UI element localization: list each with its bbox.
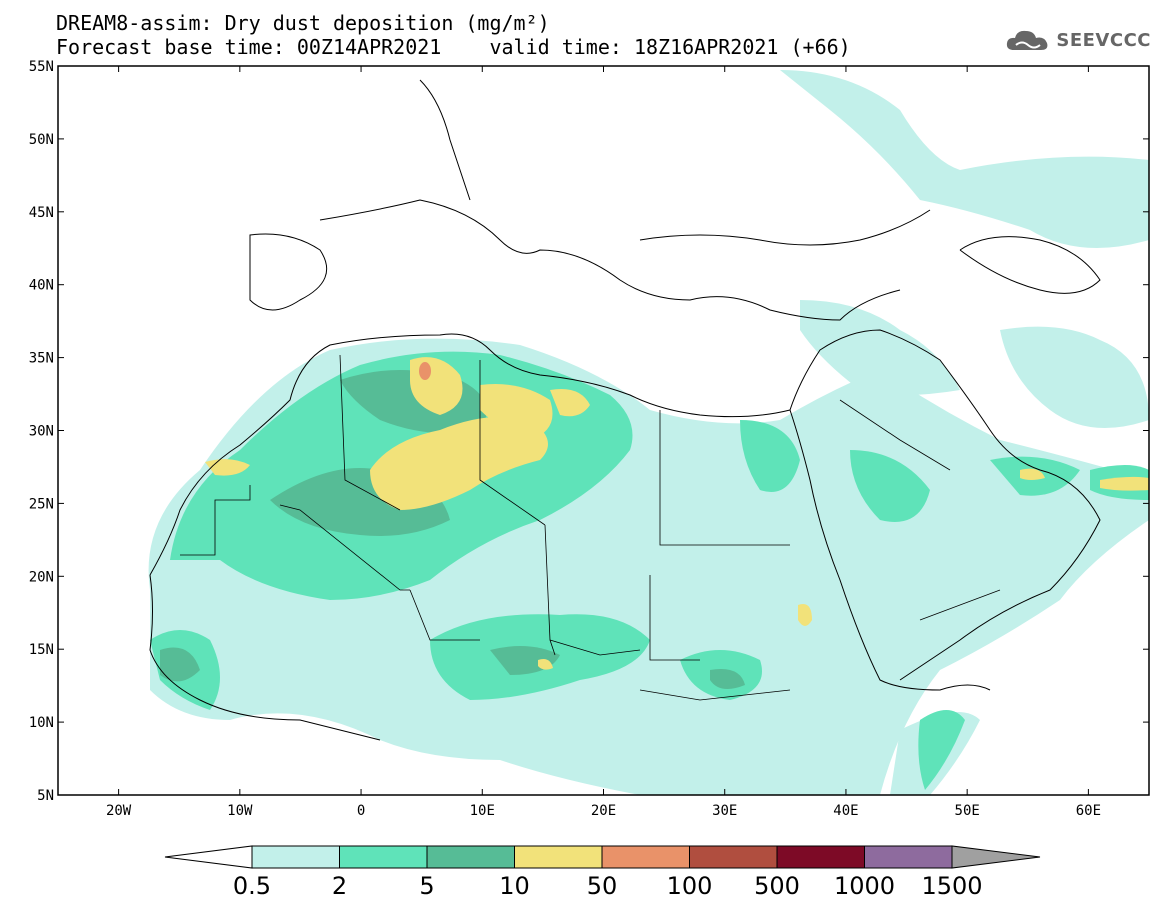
lat-tick-label: 40N <box>29 278 54 294</box>
lon-tick-label: 20W <box>106 803 132 819</box>
lon-tick-label: 0 <box>357 803 365 819</box>
colorbar-label: 0.5 <box>233 872 271 900</box>
dust-level-50 <box>419 362 431 380</box>
lon-tick-label: 50E <box>955 803 980 819</box>
colorbar: 0.5 2 5 10 50 100 500 1000 1500 <box>164 845 1041 900</box>
lat-tick-label: 20N <box>29 569 54 585</box>
logo-text: SEEVCCC <box>1056 29 1151 51</box>
colorbar-segment <box>514 845 603 869</box>
colorbar-segment <box>776 845 865 869</box>
lon-tick-label: 40E <box>833 803 858 819</box>
colorbar-label: 10 <box>499 872 530 900</box>
colorbar-segment <box>426 845 515 869</box>
coastlines <box>149 79 1101 741</box>
colorbar-label: 5 <box>419 872 434 900</box>
lon-tick-label: 30E <box>712 803 737 819</box>
lon-tick-label: 10W <box>227 803 253 819</box>
cloud-icon <box>1007 30 1048 50</box>
colorbar-label: 100 <box>667 872 713 900</box>
latitude-axis: 55N 50N 45N 40N 35N 30N 25N 20N 15N 10N 5N <box>29 59 1149 804</box>
chart-title: DREAM8-assim: Dry dust deposition (mg/m²… <box>56 11 550 35</box>
colorbar-label: 500 <box>754 872 800 900</box>
lat-tick-label: 30N <box>29 424 54 440</box>
colorbar-segment <box>601 845 690 869</box>
lat-tick-label: 25N <box>29 496 54 512</box>
colorbar-over-triangle <box>951 845 1041 869</box>
lat-tick-label: 15N <box>29 642 54 658</box>
lat-tick-label: 50N <box>29 132 54 148</box>
colorbar-label: 2 <box>332 872 347 900</box>
lon-tick-label: 10E <box>470 803 495 819</box>
country-borders <box>180 354 1001 701</box>
dust-field <box>148 70 1149 795</box>
colorbar-under-triangle <box>164 845 253 869</box>
lat-tick-label: 55N <box>29 59 54 75</box>
colorbar-label: 1500 <box>921 872 982 900</box>
longitude-axis: 20W 10W 0 10E 20E 30E 40E 50E 60E <box>106 66 1101 819</box>
colorbar-segment <box>251 845 340 869</box>
colorbar-label: 1000 <box>834 872 895 900</box>
forecast-times: Forecast base time: 00Z14APR2021 valid t… <box>56 35 851 59</box>
lon-tick-label: 20E <box>591 803 616 819</box>
seevccc-logo: SEEVCCC <box>1004 26 1151 54</box>
colorbar-segment <box>864 845 953 869</box>
colorbar-segment <box>339 845 428 869</box>
colorbar-segment <box>689 845 778 869</box>
lon-tick-label: 60E <box>1076 803 1101 819</box>
lat-tick-label: 45N <box>29 205 54 221</box>
colorbar-label: 50 <box>587 872 618 900</box>
lat-tick-label: 5N <box>37 788 54 804</box>
lat-tick-label: 10N <box>29 715 54 731</box>
lat-tick-label: 35N <box>29 351 54 367</box>
